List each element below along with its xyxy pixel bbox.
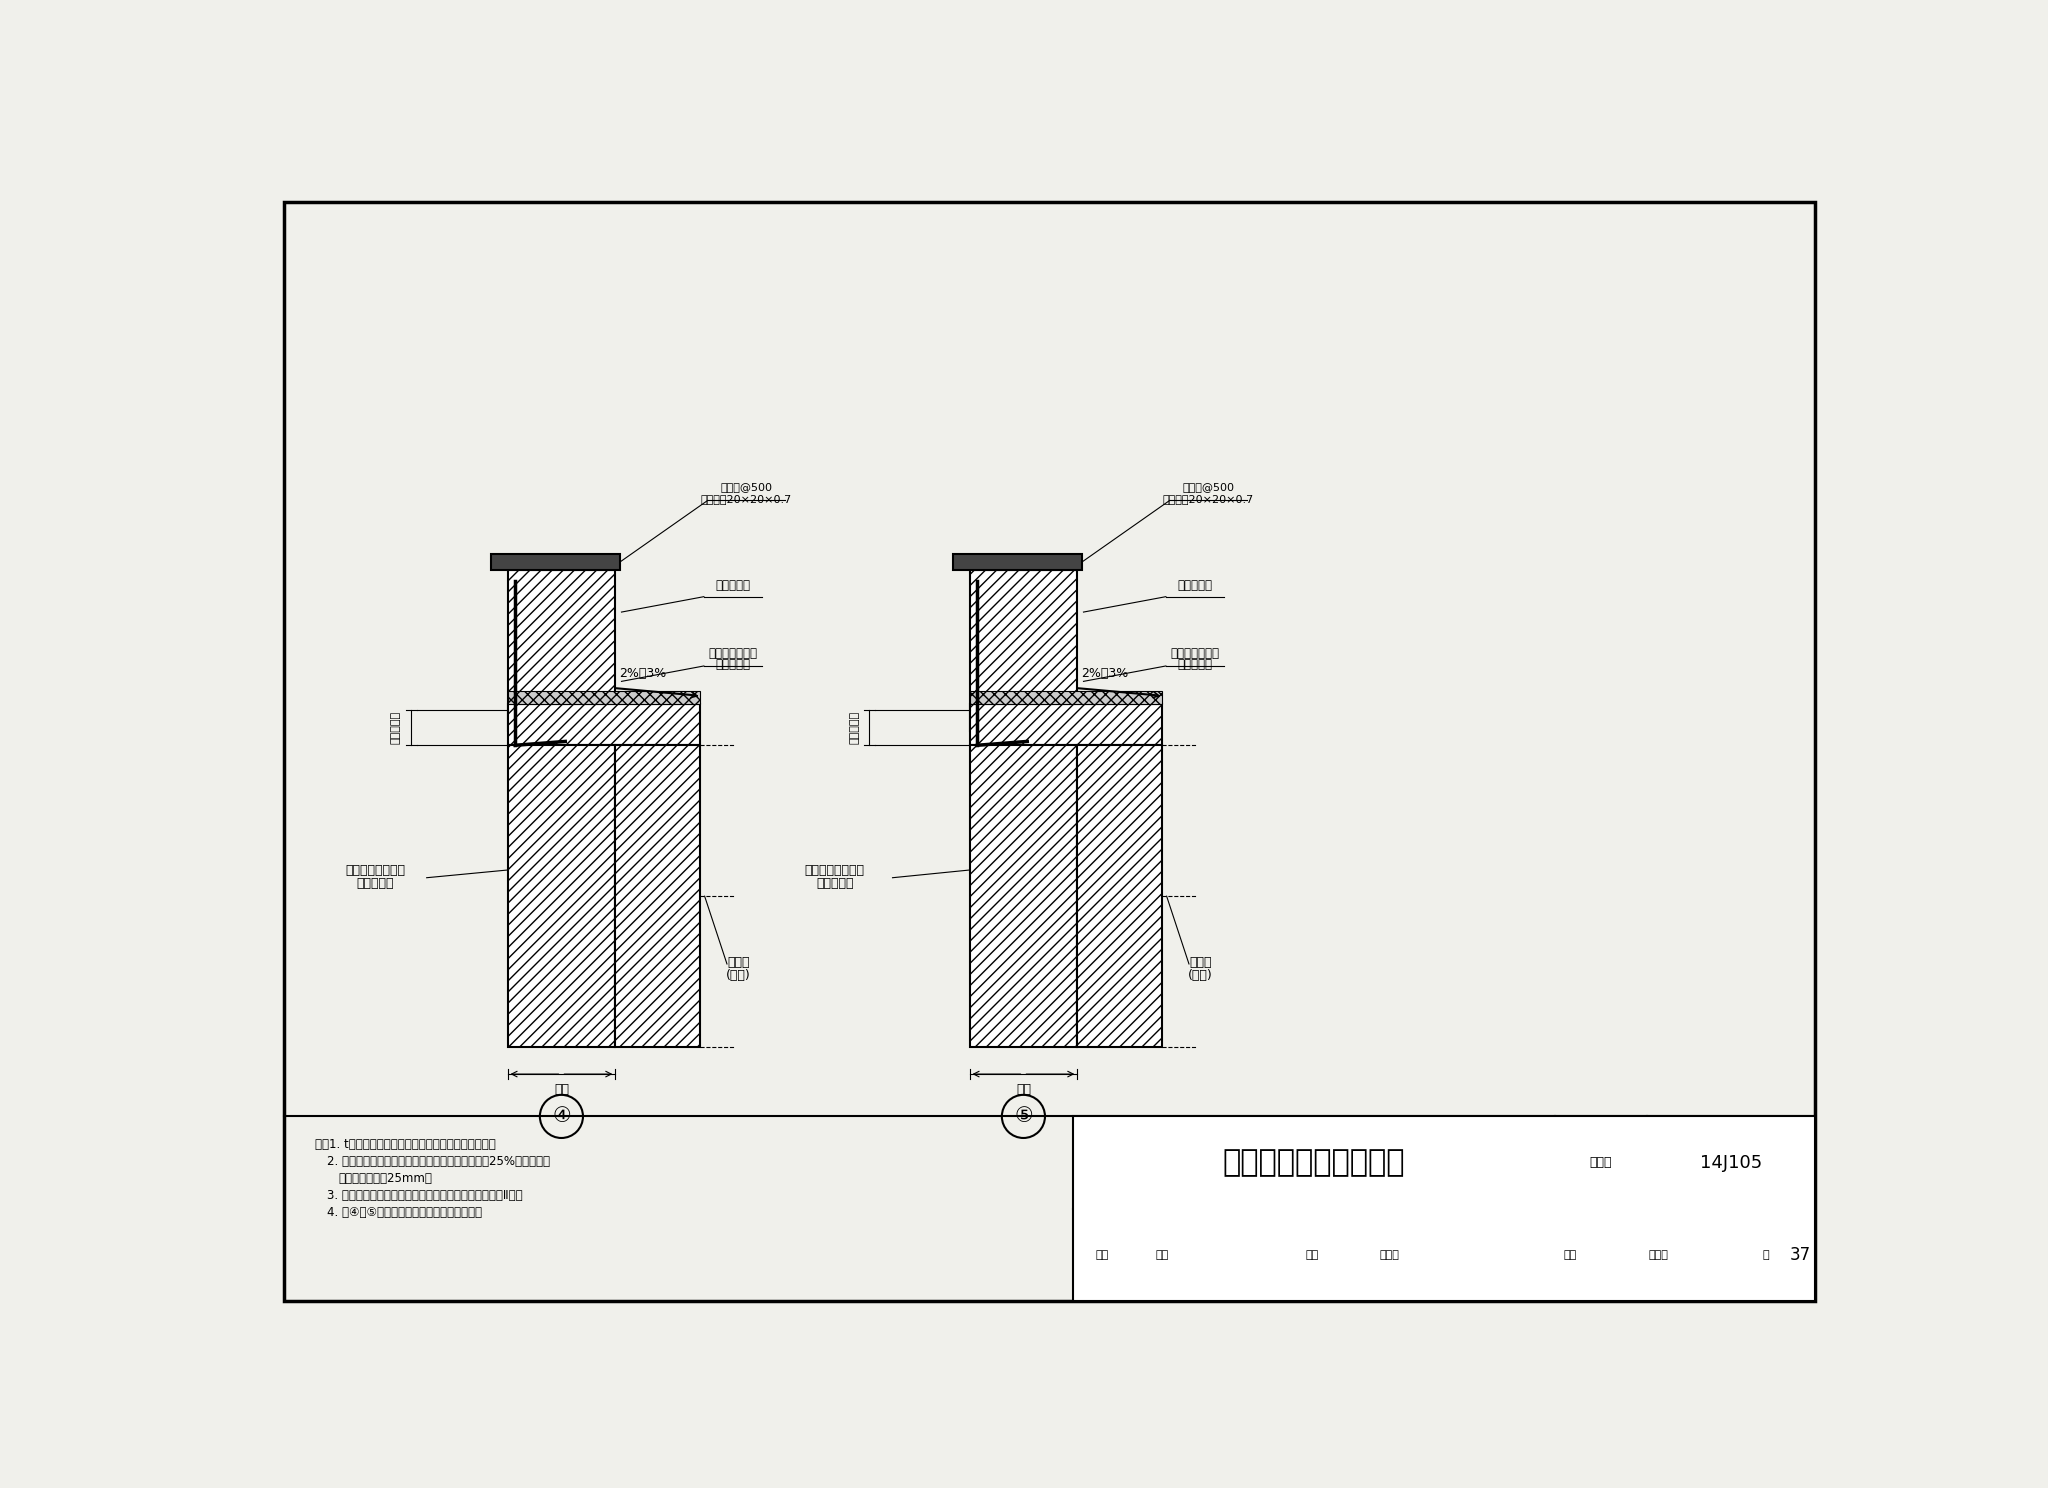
- Polygon shape: [952, 555, 1081, 570]
- Text: 14J105: 14J105: [1700, 1153, 1761, 1171]
- Text: 2%～3%: 2%～3%: [618, 667, 666, 680]
- Polygon shape: [508, 745, 614, 1048]
- Text: 金建明: 金建明: [1378, 1250, 1399, 1260]
- Polygon shape: [969, 704, 1161, 745]
- Text: 防水与外饰面做法: 防水与外饰面做法: [344, 863, 406, 876]
- Text: 镇锌垫片20×20×0.7: 镇锌垫片20×20×0.7: [700, 494, 793, 504]
- Polygon shape: [969, 745, 1077, 1048]
- Text: 2%～3%: 2%～3%: [1081, 667, 1128, 680]
- Text: 防水与外饰面做法: 防水与外饰面做法: [805, 863, 864, 876]
- Text: 4. 图④、⑤适用于热桥部位验算满足的情况。: 4. 图④、⑤适用于热桥部位验算满足的情况。: [326, 1205, 481, 1219]
- Text: ④: ④: [553, 1107, 571, 1126]
- Text: 3. 夏热冬冷地区、夏热冬暖地区，推荐采用页岑空心砖Ⅱ型。: 3. 夏热冬冷地区、夏热冬暖地区，推荐采用页岑空心砖Ⅱ型。: [326, 1189, 522, 1202]
- Text: 按工程设计: 按工程设计: [850, 711, 858, 744]
- Text: 按工程设计: 按工程设计: [391, 711, 401, 744]
- Text: 小厚度不得小于25mm。: 小厚度不得小于25mm。: [338, 1173, 432, 1184]
- Text: 校对: 校对: [1305, 1250, 1319, 1260]
- Text: 屋面保温、防水: 屋面保温、防水: [709, 647, 758, 661]
- Text: 葛壁: 葛壁: [1155, 1250, 1169, 1260]
- Text: 自保温墙体女儿墙构造: 自保温墙体女儿墙构造: [1223, 1149, 1405, 1177]
- Text: 水泥钉@500: 水泥钉@500: [1182, 482, 1235, 491]
- Text: 图集号: 图集号: [1589, 1156, 1612, 1170]
- Polygon shape: [969, 570, 1077, 732]
- Text: 审核: 审核: [1096, 1250, 1108, 1260]
- Text: 页: 页: [1763, 1250, 1769, 1260]
- Text: 按工程设计: 按工程设计: [715, 658, 752, 671]
- Text: 注：1. t为保温层厚度，可参考本图集热工性能表选用。: 注：1. t为保温层厚度，可参考本图集热工性能表选用。: [315, 1138, 496, 1152]
- Text: 框架柱: 框架柱: [1190, 955, 1212, 969]
- Text: ⑤: ⑤: [1014, 1107, 1032, 1126]
- Text: 水泥钉@500: 水泥钉@500: [721, 482, 772, 491]
- Polygon shape: [1077, 745, 1161, 1048]
- Text: (全包): (全包): [1188, 969, 1212, 982]
- Text: (全包): (全包): [727, 969, 752, 982]
- Text: 屋面保温、防水: 屋面保温、防水: [1171, 647, 1221, 661]
- Text: 按工程设计: 按工程设计: [815, 878, 854, 890]
- Text: 李文驹: 李文驹: [1649, 1250, 1669, 1260]
- Text: 密封胶封严: 密封胶封严: [1178, 579, 1212, 592]
- Polygon shape: [969, 690, 1161, 704]
- Text: 设计: 设计: [1563, 1250, 1577, 1260]
- Text: 密封胶封严: 密封胶封严: [715, 579, 752, 592]
- Text: 墙厚: 墙厚: [1016, 1083, 1030, 1097]
- Polygon shape: [508, 570, 614, 732]
- Text: 2. 倒置式屋面保温层的设计厚度应按计算厚度增加25%取值，且最: 2. 倒置式屋面保温层的设计厚度应按计算厚度增加25%取值，且最: [326, 1155, 549, 1168]
- Text: 镇锌垫片20×20×0.7: 镇锌垫片20×20×0.7: [1163, 494, 1253, 504]
- Text: 按工程设计: 按工程设计: [356, 878, 393, 890]
- Text: 框架柱: 框架柱: [727, 955, 750, 969]
- Polygon shape: [508, 690, 700, 704]
- Bar: [1073, 1116, 1815, 1301]
- Polygon shape: [492, 555, 621, 570]
- Text: 37: 37: [1790, 1245, 1810, 1263]
- Polygon shape: [614, 745, 700, 1048]
- Text: 墙厚: 墙厚: [553, 1083, 569, 1097]
- Text: 按工程设计: 按工程设计: [1178, 658, 1212, 671]
- Polygon shape: [508, 704, 700, 745]
